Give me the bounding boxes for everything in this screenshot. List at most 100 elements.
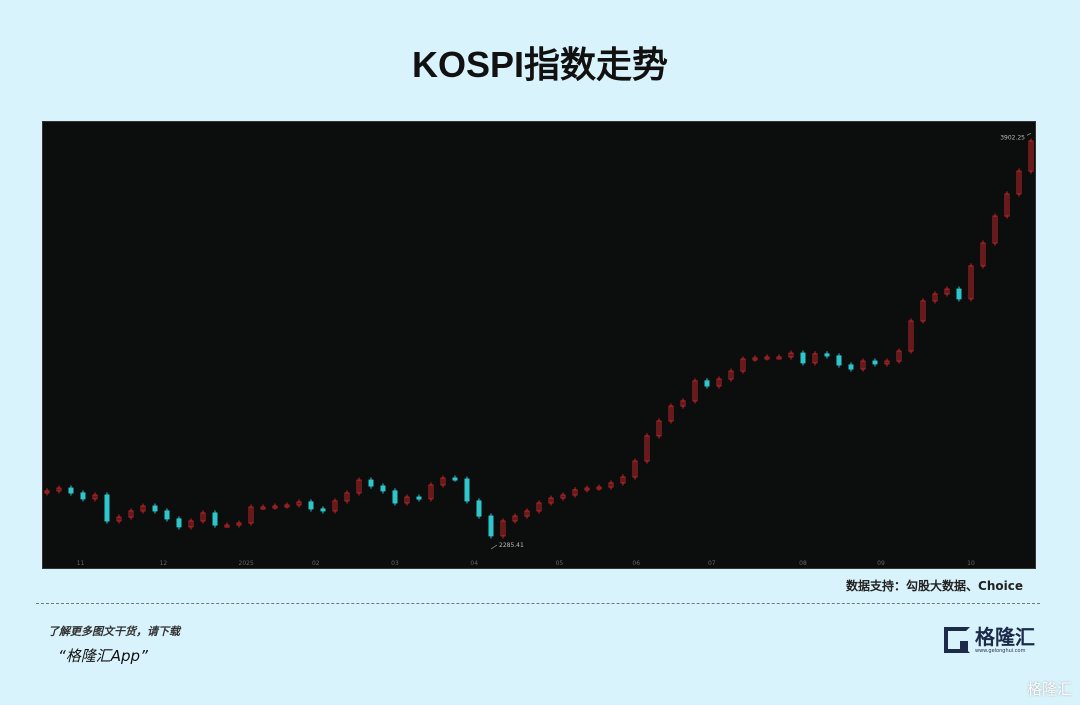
candle <box>200 510 206 524</box>
candle-body <box>200 512 206 522</box>
candle-body <box>548 497 554 504</box>
candle <box>284 502 290 509</box>
candle-body <box>524 510 530 517</box>
candle-body <box>788 352 794 358</box>
candle-body <box>92 494 98 500</box>
candle <box>656 418 662 439</box>
candle-body <box>224 524 230 528</box>
candle-body <box>236 522 242 526</box>
candle <box>152 503 158 514</box>
candle <box>140 503 146 514</box>
x-tick-label: 10 <box>967 560 975 567</box>
candle <box>560 492 566 501</box>
logo-url: www.gelonghui.com <box>975 648 1026 654</box>
candle <box>452 475 458 482</box>
logo-g-icon <box>944 627 970 653</box>
candle-body <box>824 353 830 357</box>
candle-body <box>80 492 86 500</box>
candle-body <box>440 477 446 486</box>
candle-body <box>920 300 926 322</box>
candle-body <box>344 492 350 502</box>
candle-body <box>596 486 602 490</box>
candle <box>668 403 674 424</box>
candle <box>980 240 986 269</box>
candle <box>596 484 602 491</box>
x-tick-label: 06 <box>632 560 640 567</box>
candle-body <box>272 505 278 509</box>
candle-body <box>932 293 938 302</box>
candle <box>548 495 554 506</box>
candle-body <box>296 501 302 506</box>
candle <box>236 520 242 528</box>
candle <box>524 508 530 519</box>
candle-body <box>848 364 854 370</box>
candle-body <box>656 420 662 437</box>
candle <box>248 504 254 526</box>
gelonghui-logo: 格隆汇 www.gelonghui.com <box>944 626 1035 654</box>
candle <box>488 513 494 539</box>
candle <box>740 356 746 374</box>
candle-body <box>800 352 806 364</box>
candle <box>116 514 122 524</box>
candle-body <box>512 515 518 522</box>
candle-body <box>704 380 710 387</box>
candle-body <box>536 502 542 512</box>
candle <box>764 354 770 361</box>
candle <box>356 477 362 496</box>
candle <box>920 298 926 324</box>
candle-body <box>392 490 398 504</box>
candle <box>632 458 638 480</box>
candle-body <box>248 506 254 524</box>
chart-svg: 11 12 2025 02 03 04 05 06 07 08 09 10 2285.41 3902.25 <box>44 133 1034 567</box>
candle-body <box>896 350 902 362</box>
candle-body <box>356 479 362 494</box>
candle <box>824 351 830 359</box>
candle <box>836 353 842 368</box>
candle-body <box>128 510 134 518</box>
candle-body <box>812 353 818 364</box>
candle-body <box>452 477 458 481</box>
candle-body <box>1028 140 1034 172</box>
candle <box>260 504 266 510</box>
candle <box>572 487 578 498</box>
candle-body <box>116 516 122 522</box>
candle-body <box>416 496 422 500</box>
candle <box>644 433 650 464</box>
watermark: 格隆汇 <box>1026 680 1072 698</box>
candle <box>104 492 110 524</box>
candle <box>392 488 398 506</box>
low-leader-line <box>490 544 498 550</box>
candle-body <box>692 380 698 402</box>
candle-body <box>668 405 674 422</box>
candle <box>212 510 218 528</box>
candle-body <box>992 215 998 244</box>
candle <box>776 354 782 360</box>
candle <box>464 476 470 504</box>
low-value-label: 2285.41 <box>499 542 524 549</box>
candle-body <box>476 500 482 517</box>
candle-body <box>68 487 74 494</box>
logo-name: 格隆汇 <box>975 625 1035 649</box>
candle <box>968 263 974 302</box>
candle <box>500 518 506 539</box>
candle <box>68 485 74 496</box>
candle <box>1016 168 1022 197</box>
candle-body <box>152 505 158 512</box>
candle <box>620 474 626 486</box>
candle-body <box>764 356 770 360</box>
candle <box>416 494 422 502</box>
x-tick-label: 09 <box>877 560 885 567</box>
candle-body <box>164 510 170 520</box>
candle-body <box>404 496 410 504</box>
x-tick-label: 04 <box>470 560 478 567</box>
candle-body <box>740 358 746 372</box>
candle-body <box>104 494 110 522</box>
candle <box>992 213 998 246</box>
candle-body <box>560 494 566 499</box>
candle <box>944 286 950 297</box>
candle-body <box>56 487 62 492</box>
candle-body <box>872 360 878 365</box>
candle-body <box>176 518 182 528</box>
candle <box>716 376 722 389</box>
candle <box>1004 191 1010 219</box>
